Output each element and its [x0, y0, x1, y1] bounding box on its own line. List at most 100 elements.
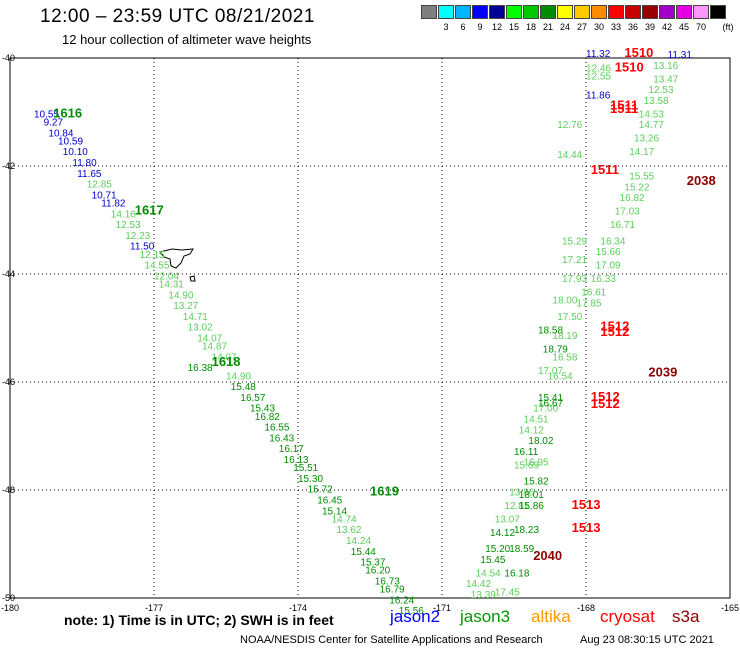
wave-height-value: 15.14	[322, 506, 347, 517]
wave-height-value: 16.24	[389, 595, 414, 606]
pass-label: 2038	[687, 173, 716, 188]
wave-height-value: 14.55	[144, 261, 169, 272]
wave-height-value: 12.85	[87, 180, 112, 191]
wave-height-value: 14.87	[202, 342, 227, 353]
wave-height-value: 14.90	[168, 290, 193, 301]
page-title: 12:00 – 23:59 UTC 08/21/2021	[40, 6, 315, 27]
lat-tick-label: -48	[2, 485, 15, 495]
wave-height-value: 13.58	[644, 96, 669, 107]
color-swatch	[455, 5, 471, 19]
color-scale-label: 39	[644, 22, 655, 32]
wave-height-value: 16.82	[620, 193, 645, 204]
lon-tick-label: -165	[721, 603, 739, 613]
wave-height-value: 16.20	[365, 566, 390, 577]
wave-height-value: 13.86	[509, 487, 534, 498]
wave-height-value: 9.27	[44, 118, 64, 129]
wave-height-value: 11.82	[101, 199, 126, 210]
wave-height-value: 16.82	[255, 412, 280, 423]
color-scale-label: 12	[491, 22, 502, 32]
wave-height-value: 16.34	[600, 236, 625, 247]
pass-label: 1512	[600, 319, 629, 334]
color-scale-label: 70	[695, 22, 706, 32]
wave-height-value: 14.51	[524, 415, 549, 426]
lon-tick-label: -171	[433, 603, 451, 613]
wave-height-value: 11.31	[668, 50, 693, 61]
color-scale-label: 18	[525, 22, 536, 32]
wave-height-value: 17.85	[576, 298, 601, 309]
wave-height-value: 13.27	[173, 301, 198, 312]
wave-height-value: 15.51	[293, 463, 318, 474]
pass-label: 1618	[212, 354, 241, 369]
wave-height-value: 16.73	[375, 577, 400, 588]
satellite-altika: altika	[531, 607, 571, 626]
wave-height-value: 15.30	[298, 474, 323, 485]
wave-height-value: 18.59	[509, 544, 534, 555]
wave-height-value: 13.39	[471, 590, 496, 601]
wave-height-value: 12.53	[648, 85, 673, 96]
wave-height-value: 16.54	[548, 371, 573, 382]
pass-label: 1617	[135, 203, 164, 218]
wave-height-value: 15.29	[562, 236, 587, 247]
color-swatch	[438, 5, 454, 19]
pass-label: 2040	[533, 548, 562, 563]
wave-height-value: 16.38	[188, 363, 213, 374]
color-scale-label: 15	[508, 22, 519, 32]
lat-tick-label: -50	[2, 593, 15, 603]
wave-height-value: 14.12	[519, 425, 544, 436]
color-swatch	[421, 5, 437, 19]
wave-height-value: 16.95	[524, 458, 549, 469]
color-swatch	[472, 5, 488, 19]
wave-height-value: 11.50	[130, 242, 155, 253]
wave-height-value: 12.55	[586, 72, 611, 83]
footer-note: note: 1) Time is in UTC; 2) SWH is in fe…	[64, 612, 334, 628]
wave-height-value: 10.59	[58, 136, 83, 147]
pass-label: 1512	[591, 389, 620, 404]
island-outline	[159, 248, 194, 269]
wave-height-value: 16.58	[552, 352, 577, 363]
wave-height-value: 14.16	[111, 209, 136, 220]
wave-height-value: 17.50	[557, 312, 582, 323]
wave-height-value: 14.12	[490, 528, 515, 539]
wave-height-value: 15.48	[231, 382, 256, 393]
wave-height-value: 18.01	[519, 490, 544, 501]
wave-height-value: 13.62	[336, 525, 361, 536]
wave-height-value: 13.47	[653, 74, 678, 85]
color-scale-label: 42	[661, 22, 672, 32]
wave-height-value: 14.07	[212, 352, 237, 363]
color-swatch	[591, 5, 607, 19]
wave-height-value: 18.58	[538, 325, 563, 336]
color-swatch	[506, 5, 522, 19]
pass-label: 1511	[591, 162, 619, 177]
pass-label: 1513	[572, 520, 601, 535]
satellite-jason3: jason3	[460, 607, 511, 626]
color-scale-label: 9	[477, 22, 483, 32]
wave-height-value: 15.55	[629, 172, 654, 183]
page-subtitle: 12 hour collection of altimeter wave hei…	[62, 32, 312, 47]
wave-height-value: 18.79	[543, 344, 568, 355]
wave-height-value: 17.09	[596, 261, 621, 272]
color-swatch	[608, 5, 624, 19]
wave-height-value: 14.74	[332, 514, 357, 525]
wave-height-value: 16.79	[380, 585, 405, 596]
wave-height-value: 17.93	[562, 274, 587, 285]
wave-height-value: 13.02	[188, 323, 213, 334]
wave-height-value: 13.16	[653, 61, 678, 72]
lon-tick-label: -168	[577, 603, 595, 613]
islet-outline	[189, 275, 196, 282]
color-scale-label: 30	[593, 22, 604, 32]
wave-height-value: 12.23	[125, 231, 150, 242]
wave-height-value: 11.86	[586, 91, 611, 102]
wave-height-value: 17.07	[538, 366, 563, 377]
color-swatch	[540, 5, 556, 19]
wave-height-value: 12.53	[116, 220, 141, 231]
pass-label: 1511	[610, 101, 638, 116]
wave-height-value: 15.44	[351, 547, 376, 558]
wave-height-value: 18.02	[528, 436, 553, 447]
wave-height-value: 13.07	[495, 514, 520, 525]
wave-height-value: 16.17	[279, 444, 304, 455]
color-swatch	[625, 5, 641, 19]
wave-height-value: 16.55	[264, 423, 289, 434]
pass-label: 1511	[610, 97, 638, 112]
color-scale-label: 6	[460, 22, 466, 32]
color-scale-label: 27	[576, 22, 587, 32]
